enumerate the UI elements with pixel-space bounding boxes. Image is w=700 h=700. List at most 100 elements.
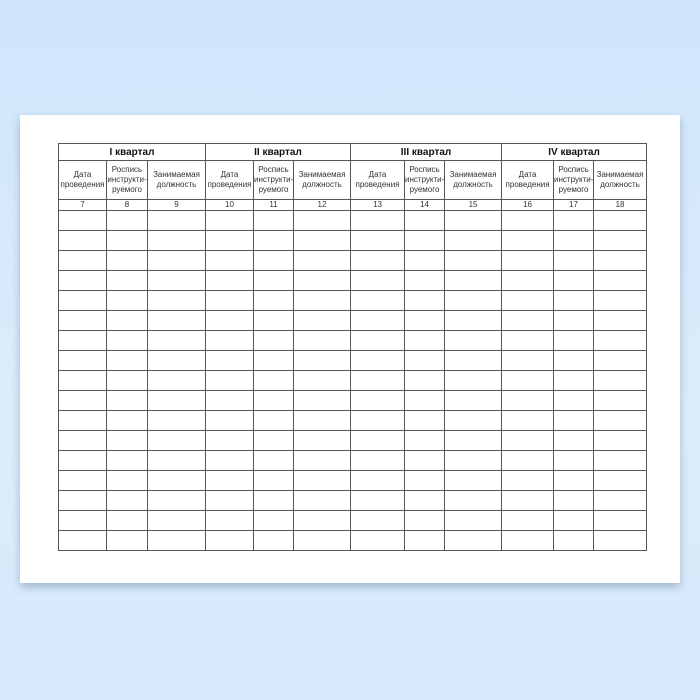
table-cell[interactable] — [253, 330, 294, 351]
table-cell[interactable] — [501, 310, 555, 331]
table-cell[interactable] — [58, 230, 107, 251]
table-cell[interactable] — [501, 510, 555, 531]
table-cell[interactable] — [147, 250, 206, 271]
table-cell[interactable] — [253, 210, 294, 231]
table-cell[interactable] — [444, 390, 503, 411]
table-cell[interactable] — [147, 370, 206, 391]
table-cell[interactable] — [253, 250, 294, 271]
table-cell[interactable] — [292, 330, 352, 351]
table-cell[interactable] — [501, 350, 555, 371]
table-cell[interactable] — [58, 250, 107, 271]
table-cell[interactable] — [553, 490, 595, 511]
table-cell[interactable] — [501, 530, 555, 551]
table-cell[interactable] — [106, 430, 148, 451]
table-cell[interactable] — [404, 390, 446, 411]
table-cell[interactable] — [58, 410, 107, 431]
table-cell[interactable] — [205, 390, 254, 411]
table-cell[interactable] — [404, 410, 446, 431]
table-cell[interactable] — [444, 350, 503, 371]
table-cell[interactable] — [147, 470, 206, 491]
table-cell[interactable] — [205, 450, 254, 471]
table-cell[interactable] — [58, 450, 107, 471]
table-cell[interactable] — [292, 410, 352, 431]
table-cell[interactable] — [253, 430, 294, 451]
table-cell[interactable] — [593, 490, 648, 511]
table-cell[interactable] — [205, 230, 254, 251]
table-cell[interactable] — [501, 250, 555, 271]
table-cell[interactable] — [292, 250, 352, 271]
table-cell[interactable] — [58, 290, 107, 311]
table-cell[interactable] — [553, 230, 595, 251]
table-cell[interactable] — [501, 390, 555, 411]
table-cell[interactable] — [205, 310, 254, 331]
table-cell[interactable] — [106, 310, 148, 331]
table-cell[interactable] — [553, 250, 595, 271]
table-cell[interactable] — [253, 370, 294, 391]
table-cell[interactable] — [205, 370, 254, 391]
table-cell[interactable] — [593, 350, 648, 371]
table-cell[interactable] — [350, 390, 406, 411]
table-cell[interactable] — [58, 490, 107, 511]
table-cell[interactable] — [147, 290, 206, 311]
table-cell[interactable] — [58, 530, 107, 551]
table-cell[interactable] — [253, 390, 294, 411]
table-cell[interactable] — [501, 270, 555, 291]
table-cell[interactable] — [553, 410, 595, 431]
table-cell[interactable] — [553, 530, 595, 551]
table-cell[interactable] — [350, 310, 406, 331]
table-cell[interactable] — [205, 470, 254, 491]
table-cell[interactable] — [444, 310, 503, 331]
table-cell[interactable] — [106, 490, 148, 511]
table-cell[interactable] — [106, 330, 148, 351]
table-cell[interactable] — [404, 250, 446, 271]
table-cell[interactable] — [350, 410, 406, 431]
table-cell[interactable] — [253, 290, 294, 311]
table-cell[interactable] — [444, 230, 503, 251]
table-cell[interactable] — [58, 430, 107, 451]
table-cell[interactable] — [501, 450, 555, 471]
table-cell[interactable] — [501, 470, 555, 491]
table-cell[interactable] — [106, 230, 148, 251]
table-cell[interactable] — [253, 470, 294, 491]
table-cell[interactable] — [292, 210, 352, 231]
table-cell[interactable] — [106, 390, 148, 411]
table-cell[interactable] — [292, 230, 352, 251]
table-cell[interactable] — [553, 390, 595, 411]
table-cell[interactable] — [58, 370, 107, 391]
table-cell[interactable] — [553, 210, 595, 231]
table-cell[interactable] — [444, 470, 503, 491]
table-cell[interactable] — [350, 430, 406, 451]
table-cell[interactable] — [292, 290, 352, 311]
table-cell[interactable] — [404, 470, 446, 491]
table-cell[interactable] — [501, 430, 555, 451]
table-cell[interactable] — [444, 370, 503, 391]
table-cell[interactable] — [350, 270, 406, 291]
table-cell[interactable] — [350, 370, 406, 391]
table-cell[interactable] — [404, 330, 446, 351]
table-cell[interactable] — [593, 530, 648, 551]
table-cell[interactable] — [553, 270, 595, 291]
table-cell[interactable] — [553, 290, 595, 311]
table-cell[interactable] — [593, 330, 648, 351]
table-cell[interactable] — [106, 370, 148, 391]
table-cell[interactable] — [593, 250, 648, 271]
table-cell[interactable] — [501, 490, 555, 511]
table-cell[interactable] — [444, 410, 503, 431]
table-cell[interactable] — [205, 410, 254, 431]
table-cell[interactable] — [106, 350, 148, 371]
table-cell[interactable] — [553, 370, 595, 391]
table-cell[interactable] — [292, 370, 352, 391]
table-cell[interactable] — [404, 290, 446, 311]
table-cell[interactable] — [350, 470, 406, 491]
table-cell[interactable] — [147, 330, 206, 351]
table-cell[interactable] — [292, 530, 352, 551]
table-cell[interactable] — [106, 510, 148, 531]
table-cell[interactable] — [444, 270, 503, 291]
table-cell[interactable] — [147, 510, 206, 531]
table-cell[interactable] — [147, 450, 206, 471]
table-cell[interactable] — [253, 510, 294, 531]
table-cell[interactable] — [444, 510, 503, 531]
table-cell[interactable] — [444, 290, 503, 311]
table-cell[interactable] — [205, 210, 254, 231]
table-cell[interactable] — [253, 410, 294, 431]
